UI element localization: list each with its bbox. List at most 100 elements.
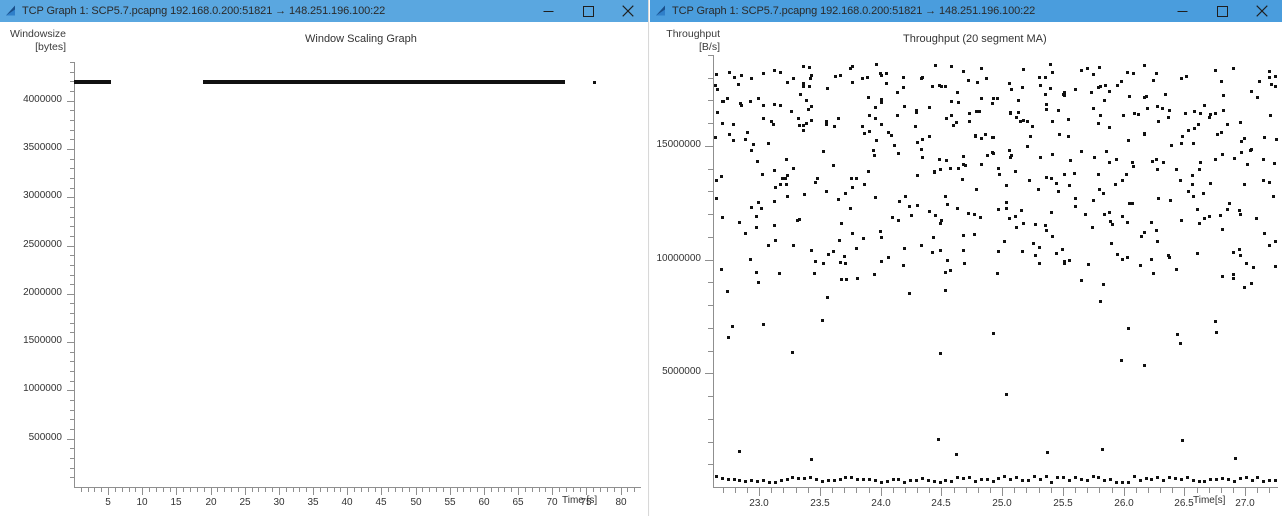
close-button-left[interactable]: [608, 0, 648, 22]
data-point: [975, 110, 978, 113]
data-point: [892, 478, 895, 481]
data-point: [814, 181, 817, 184]
data-point: [968, 120, 971, 123]
data-point: [802, 129, 805, 132]
data-point: [1161, 107, 1164, 110]
data-point: [779, 104, 782, 107]
data-point: [939, 168, 942, 171]
data-point: [750, 206, 753, 209]
data-point: [874, 106, 877, 109]
data-point: [750, 149, 753, 152]
data-point: [1097, 476, 1100, 479]
data-point: [1186, 476, 1189, 479]
minimize-button-right[interactable]: [1162, 0, 1202, 22]
data-point: [1126, 256, 1129, 259]
x-axis-minor-tick: [183, 488, 184, 492]
data-point: [921, 156, 924, 159]
throughput-plot[interactable]: Throughput [B/s] Throughput (20 segment …: [650, 22, 1282, 516]
data-point: [1039, 478, 1042, 481]
data-point: [968, 112, 971, 115]
y-axis-minor-tick: [70, 207, 74, 208]
titlebar-left[interactable]: TCP Graph 1: SCP5.7.pcapng 192.168.0.200…: [0, 0, 648, 22]
y-axis-minor-tick: [70, 468, 74, 469]
maximize-button-left[interactable]: [568, 0, 608, 22]
data-point: [1199, 161, 1202, 164]
data-point: [872, 149, 875, 152]
data-point: [750, 479, 753, 482]
data-point: [991, 102, 994, 105]
data-point: [1058, 133, 1061, 136]
data-point: [843, 255, 846, 258]
data-point: [740, 104, 743, 107]
data-point: [844, 262, 847, 265]
data-point: [1246, 163, 1249, 166]
data-point: [1214, 69, 1217, 72]
x-axis-minor-tick: [1172, 488, 1173, 493]
minimize-button-left[interactable]: [528, 0, 568, 22]
titlebar-right[interactable]: TCP Graph 1: SCP5.7.pcapng 192.168.0.200…: [650, 0, 1282, 22]
x-axis-major-tick: [245, 488, 246, 495]
data-point: [956, 91, 959, 94]
y-axis-minor-tick: [70, 168, 74, 169]
data-point: [1157, 120, 1160, 123]
data-point: [980, 478, 983, 481]
y-axis-label-right-line1: Throughput: [666, 28, 720, 40]
data-point: [934, 64, 937, 67]
data-point: [799, 93, 802, 96]
data-point: [950, 65, 953, 68]
data-point: [1268, 70, 1271, 73]
data-point: [1015, 116, 1018, 119]
data-point: [862, 478, 865, 481]
data-point: [957, 101, 960, 104]
data-point: [808, 85, 811, 88]
y-axis-minor-tick: [708, 419, 713, 420]
window-scaling-plot[interactable]: Windowsize [bytes] Window Scaling Graph …: [0, 22, 648, 516]
data-point: [810, 249, 813, 252]
data-point: [1045, 103, 1048, 106]
x-axis-minor-tick: [129, 488, 130, 492]
data-point: [1208, 215, 1211, 218]
data-point: [1120, 359, 1123, 362]
data-point: [880, 236, 883, 239]
data-point: [1250, 282, 1253, 285]
data-point: [1221, 275, 1224, 278]
data-point: [792, 77, 795, 80]
y-axis-tick-label: 15000000: [656, 139, 702, 150]
data-point: [1270, 83, 1273, 86]
data-point: [1009, 156, 1012, 159]
data-point: [944, 479, 947, 482]
data-point: [1086, 67, 1089, 70]
x-axis-minor-tick: [409, 488, 410, 492]
maximize-button-right[interactable]: [1202, 0, 1242, 22]
data-point: [851, 65, 854, 68]
y-axis-minor-tick: [70, 448, 74, 449]
data-point: [962, 249, 965, 252]
close-button-right[interactable]: [1242, 0, 1282, 22]
data-point: [991, 136, 994, 139]
data-point: [938, 84, 941, 87]
data-point: [1151, 160, 1154, 163]
x-axis-minor-tick: [238, 488, 239, 492]
data-point: [832, 250, 835, 253]
data-point: [1256, 96, 1259, 99]
y-axis-tick-label: 500000: [28, 432, 62, 443]
data-point: [802, 124, 805, 127]
x-axis-minor-tick: [1148, 488, 1149, 493]
data-point: [851, 186, 854, 189]
x-axis-minor-tick: [783, 488, 784, 493]
data-point: [756, 480, 759, 483]
data-point: [786, 478, 789, 481]
data-point: [839, 74, 842, 77]
data-point: [1092, 107, 1095, 110]
x-axis-minor-tick: [327, 488, 328, 492]
data-point: [1044, 93, 1047, 96]
data-point: [744, 138, 747, 141]
data-segment: [74, 80, 111, 84]
data-point: [915, 109, 918, 112]
x-axis-tick-label: 55: [444, 497, 456, 508]
y-axis-tick-label: 5000000: [662, 366, 701, 377]
x-axis-minor-tick: [122, 488, 123, 492]
data-point: [937, 438, 940, 441]
x-axis-tick-label: 70: [546, 497, 558, 508]
data-point: [996, 272, 999, 275]
